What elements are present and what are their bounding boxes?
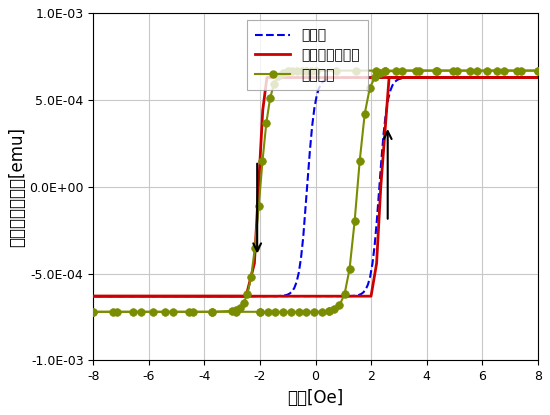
- Legend: 未処理, 中性粒子ビーム, プラズマ: 未処理, 中性粒子ビーム, プラズマ: [247, 20, 368, 90]
- X-axis label: 磁場[Oe]: 磁場[Oe]: [288, 389, 344, 407]
- Y-axis label: 磁化モーメント[emu]: 磁化モーメント[emu]: [8, 127, 26, 247]
